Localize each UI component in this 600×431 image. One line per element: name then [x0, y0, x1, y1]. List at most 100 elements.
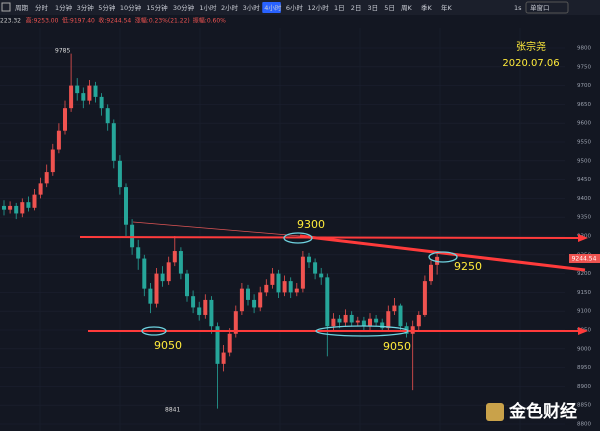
candle-body	[227, 333, 232, 353]
toolbar-item[interactable]: 季K	[421, 3, 433, 12]
ohlc-info: 高:9253.00	[26, 17, 59, 25]
toolbar-item[interactable]: 3小时	[243, 3, 261, 12]
highlight-ellipse	[141, 326, 167, 336]
logo: 金色财经	[486, 401, 577, 422]
candle-body	[111, 123, 116, 161]
ohlc-info: 收:9244.54	[98, 17, 131, 25]
arrow	[578, 327, 588, 335]
candle-body	[142, 258, 147, 289]
y-tick-label: 9750	[577, 64, 591, 70]
y-tick-label: 9350	[577, 215, 591, 221]
toolbar-item[interactable]: 12小时	[308, 3, 330, 12]
candle-body	[355, 320, 360, 323]
toolbar-item[interactable]: 15分钟	[146, 3, 168, 12]
toolbar-item[interactable]: 3日	[368, 4, 379, 12]
descending-line	[299, 234, 586, 272]
reset-button[interactable]	[525, 1, 569, 14]
candle-body	[124, 187, 128, 225]
toolbar-item[interactable]: 年K	[441, 3, 453, 12]
candle-body	[166, 262, 171, 282]
candle-body	[215, 326, 220, 364]
toolbar-item[interactable]: 单窗口	[530, 3, 550, 12]
y-tick-label: 8850	[577, 403, 591, 409]
candle-body	[185, 273, 189, 297]
last-price: 9244.54	[572, 256, 597, 263]
candle-body	[75, 85, 80, 94]
y-tick-label: 9150	[577, 290, 591, 296]
candle-body	[233, 311, 238, 334]
candle-body	[197, 307, 202, 315]
toolbar-item[interactable]: 5分钟	[98, 3, 116, 12]
y-tick-label: 9650	[577, 102, 591, 108]
toolbar-item[interactable]: 周期	[15, 4, 29, 12]
highlight-ellipse	[428, 251, 458, 263]
y-tick-label: 8900	[577, 384, 591, 390]
y-tick-label: 9200	[577, 271, 591, 277]
toolbar-item[interactable]: 1s	[514, 4, 522, 12]
candle-body	[294, 288, 299, 293]
candle-body	[105, 108, 110, 124]
candle-body	[416, 314, 421, 327]
author: 张宗尧	[516, 40, 546, 53]
low-marker: 8841	[165, 407, 180, 414]
candle-body	[14, 205, 19, 214]
annotation: 9300	[297, 218, 325, 231]
candle-body	[69, 85, 74, 109]
candle-body	[343, 314, 348, 323]
toolbar-item[interactable]: 1小时	[199, 3, 217, 12]
y-tick-label: 9400	[577, 196, 591, 202]
y-tick-label: 9450	[577, 177, 591, 183]
candle-body	[99, 96, 104, 109]
toolbar-item[interactable]: 5日	[384, 4, 395, 12]
candle-body	[429, 264, 433, 282]
candle-body	[221, 352, 226, 364]
candle-body	[300, 256, 305, 289]
ohlc-info: 低:9197.40	[62, 17, 95, 25]
trend-line	[132, 221, 301, 237]
candle-body	[2, 205, 6, 210]
toolbar-item[interactable]: 1日	[334, 4, 345, 12]
candle-body	[252, 299, 257, 308]
toolbar-item[interactable]: 3分钟	[77, 3, 95, 12]
toolbar-bg	[0, 0, 600, 15]
toolbar-item[interactable]: 1分钟	[55, 3, 73, 12]
candle-body	[331, 318, 336, 327]
toolbar-item[interactable]: 2小时	[221, 3, 239, 12]
toolbar-item[interactable]: 10分钟	[120, 3, 142, 12]
candle-body	[392, 305, 397, 312]
resistance-line	[79, 236, 581, 239]
candle-body	[307, 256, 311, 263]
menu-icon[interactable]	[1, 2, 11, 12]
candle-body	[435, 256, 440, 265]
candle-body	[154, 273, 159, 304]
candle-body	[368, 318, 372, 327]
candle-body	[398, 305, 403, 327]
toolbar-item[interactable]: 周K	[401, 4, 413, 12]
y-tick-label: 9550	[577, 140, 591, 146]
candle-body	[349, 314, 354, 323]
candle-body	[172, 251, 177, 263]
ohlc-info: 涨幅:0.23%(21.22)	[135, 17, 190, 25]
candle-body	[380, 322, 385, 329]
toolbar-item[interactable]: 6小时	[286, 3, 304, 12]
candle-body	[288, 281, 293, 293]
toolbar-item[interactable]: 30分钟	[173, 3, 195, 12]
annotation: 9250	[454, 260, 482, 273]
candle-body	[361, 320, 366, 327]
candle-body	[8, 205, 13, 210]
toolbar-item[interactable]: 2日	[351, 4, 362, 12]
toolbar-item[interactable]: 分时	[35, 3, 49, 12]
high-marker: 9785	[55, 48, 70, 55]
candle-body	[136, 247, 141, 259]
candle-body	[337, 318, 342, 323]
active-tab-bg	[262, 2, 281, 13]
candle-body	[38, 183, 43, 195]
toolbar-item[interactable]: 4小时	[264, 3, 282, 12]
candle-body	[81, 93, 86, 101]
candle-body	[386, 311, 391, 329]
y-tick-label: 9700	[577, 83, 591, 89]
candle-body	[32, 194, 37, 208]
candle-body	[374, 318, 379, 323]
y-tick-label: 9600	[577, 121, 591, 127]
